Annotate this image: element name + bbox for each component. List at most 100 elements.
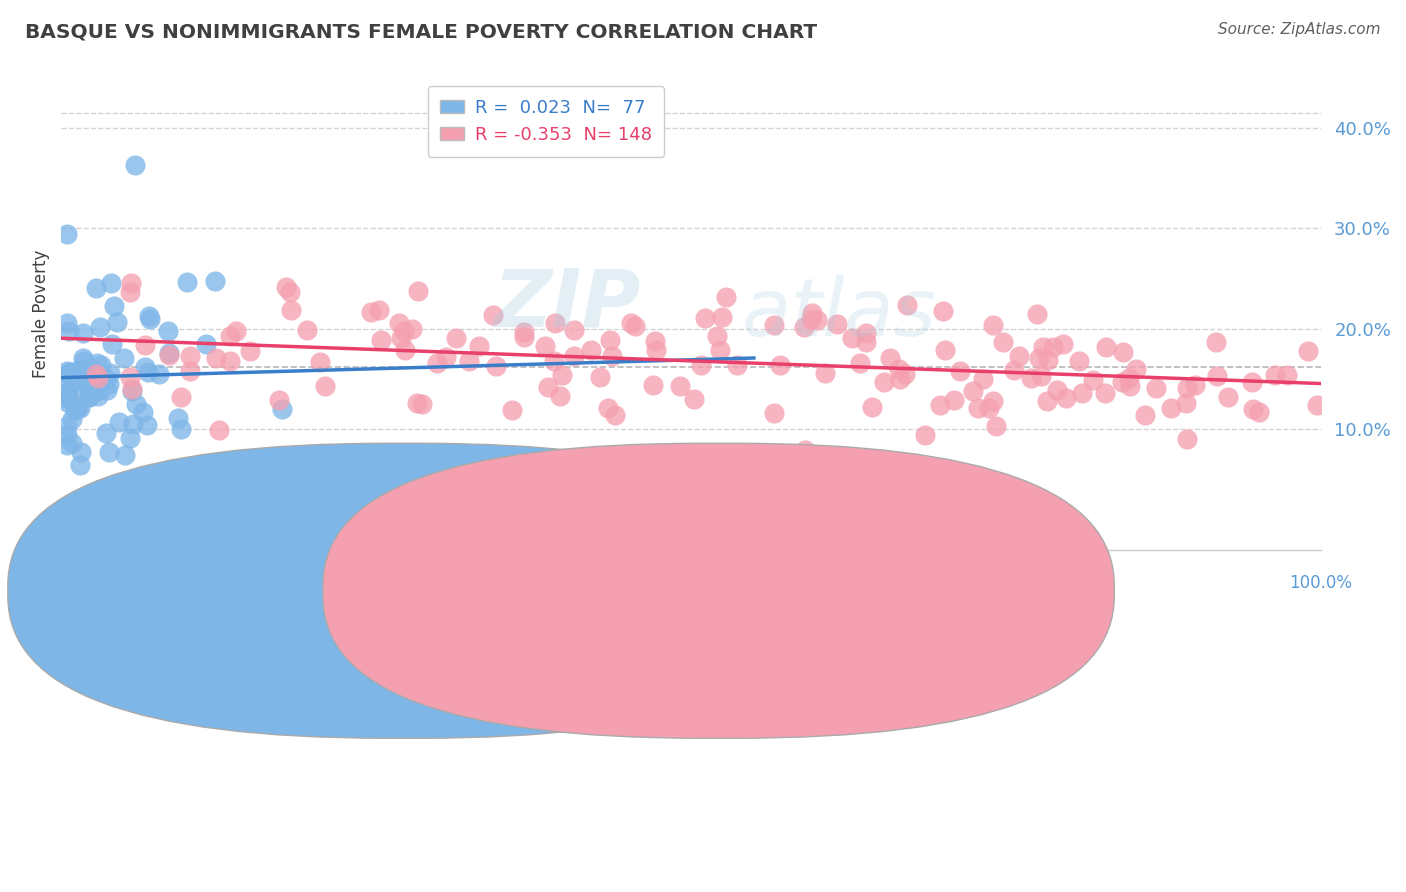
Point xyxy=(481,308,503,322)
Point xyxy=(239,343,262,358)
Point xyxy=(70,365,93,379)
Point xyxy=(118,370,141,384)
Text: Basques: Basques xyxy=(408,577,484,595)
Point xyxy=(70,445,93,459)
Point xyxy=(1206,368,1229,383)
Point xyxy=(79,382,101,396)
Point xyxy=(79,390,101,404)
Point xyxy=(56,428,79,442)
Point xyxy=(914,428,936,442)
Y-axis label: Female Poverty: Female Poverty xyxy=(32,250,49,378)
Point xyxy=(195,336,218,351)
Point xyxy=(544,316,567,330)
Point xyxy=(170,422,193,436)
Point xyxy=(167,410,190,425)
Point xyxy=(1094,386,1116,401)
Point xyxy=(368,302,391,317)
Text: 100.0%: 100.0% xyxy=(1289,574,1353,592)
Point xyxy=(370,334,392,348)
Point xyxy=(56,392,79,406)
Point xyxy=(1144,381,1167,395)
Point xyxy=(1035,394,1057,409)
Point xyxy=(1026,307,1049,321)
Point xyxy=(134,359,156,374)
Point xyxy=(75,376,97,390)
Point xyxy=(887,362,910,376)
Point xyxy=(1184,377,1206,392)
Point xyxy=(1036,353,1059,368)
Point xyxy=(1028,351,1050,366)
Point xyxy=(112,351,135,366)
Point xyxy=(934,343,956,357)
Point xyxy=(60,436,83,450)
Point xyxy=(825,317,848,331)
Point xyxy=(1042,340,1064,354)
Point xyxy=(138,309,160,323)
Point xyxy=(1008,349,1031,363)
Point xyxy=(1118,379,1140,393)
Point xyxy=(73,353,96,368)
Point xyxy=(1112,345,1135,359)
Point xyxy=(86,384,108,398)
Point xyxy=(69,391,91,405)
Point xyxy=(1095,340,1118,354)
Point xyxy=(388,316,411,330)
Point xyxy=(394,324,416,338)
Text: 0.0%: 0.0% xyxy=(39,574,82,592)
Point xyxy=(644,334,666,348)
Point xyxy=(1247,405,1270,419)
Point xyxy=(100,366,122,380)
Point xyxy=(1002,363,1025,377)
Point xyxy=(711,310,734,324)
Point xyxy=(962,384,984,398)
Text: Source: ZipAtlas.com: Source: ZipAtlas.com xyxy=(1218,22,1381,37)
Point xyxy=(84,367,107,381)
Point xyxy=(458,354,481,368)
Point xyxy=(1175,432,1198,446)
Point xyxy=(280,303,302,318)
Point xyxy=(87,371,110,385)
Point xyxy=(436,351,458,365)
Point xyxy=(59,365,82,379)
Point xyxy=(600,349,623,363)
Point xyxy=(136,417,159,432)
Point xyxy=(148,367,170,381)
Point xyxy=(157,348,180,362)
Point xyxy=(1052,337,1074,351)
Point xyxy=(176,275,198,289)
Point xyxy=(550,389,572,403)
Point xyxy=(87,389,110,403)
Point xyxy=(501,403,523,417)
Point xyxy=(841,331,863,345)
Point xyxy=(295,323,318,337)
Point xyxy=(562,349,585,363)
Point xyxy=(1118,370,1140,384)
Point xyxy=(943,392,966,407)
Point xyxy=(855,334,877,349)
Point xyxy=(536,380,558,394)
Point xyxy=(121,417,143,431)
Point xyxy=(67,373,90,387)
Point xyxy=(58,325,80,339)
Point xyxy=(120,430,142,444)
Point xyxy=(56,419,79,434)
Point xyxy=(121,384,143,398)
Point xyxy=(134,338,156,352)
Point xyxy=(59,377,82,392)
Point xyxy=(793,320,815,334)
Point xyxy=(89,376,111,391)
Point xyxy=(96,371,118,385)
Point xyxy=(125,397,148,411)
Point xyxy=(1296,343,1319,358)
Point xyxy=(309,355,332,369)
Point xyxy=(124,158,146,172)
Point xyxy=(534,339,557,353)
Point xyxy=(157,346,180,360)
Point xyxy=(225,325,247,339)
Point xyxy=(56,316,79,330)
Point xyxy=(716,290,738,304)
Point xyxy=(121,382,143,396)
Point xyxy=(706,328,728,343)
Point xyxy=(406,285,429,299)
Text: ZIP: ZIP xyxy=(494,265,641,343)
